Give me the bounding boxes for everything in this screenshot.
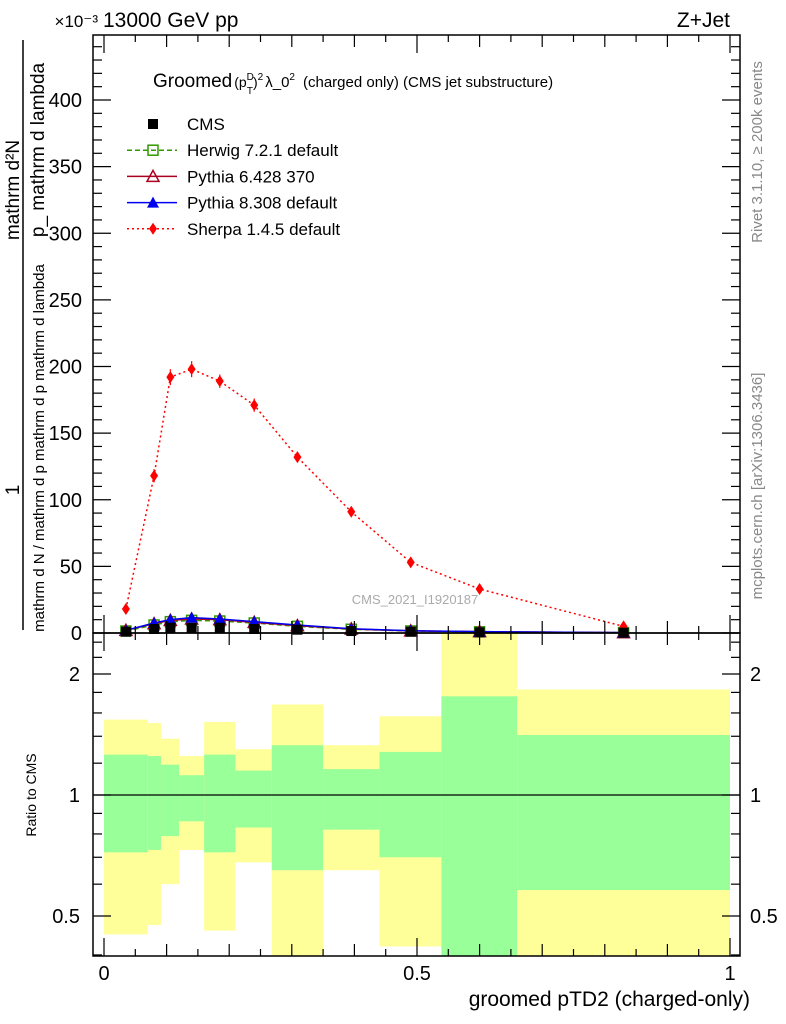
legend-marker-pythia6-icon xyxy=(145,168,161,183)
title-pre: Groomed xyxy=(153,71,232,92)
header-right: Z+Jet xyxy=(677,9,730,32)
y-tick-label: 150 xyxy=(49,423,82,445)
y-tick-label: 50 xyxy=(60,556,82,578)
sherpa-line xyxy=(125,368,624,628)
sherpa-point xyxy=(121,603,130,616)
legend-label: Pythia 6.428 370 xyxy=(187,167,315,186)
cms-point xyxy=(405,626,416,637)
pythia8-point xyxy=(248,615,261,627)
sherpa-point xyxy=(250,399,259,412)
pythia8-point xyxy=(185,611,198,623)
ratio-y-tick-label: 2 xyxy=(750,664,761,686)
watermark: CMS_2021_I1920187 xyxy=(352,592,479,607)
x-tick-label: 0.5 xyxy=(403,963,431,985)
ratio-inner-band-bin xyxy=(441,696,518,956)
legend-label: Herwig 7.2.1 default xyxy=(187,141,338,160)
ylabel-b-bottom: mathrm d N / mathrm d p mathrm d p mathr… xyxy=(31,264,48,632)
cms-point xyxy=(149,624,160,635)
legend-label: Sherpa 1.4.5 default xyxy=(187,220,340,239)
legend-item-pythia8: Pythia 8.308 default xyxy=(127,194,338,213)
sherpa-point xyxy=(166,371,175,384)
y-tick-label: 250 xyxy=(49,290,82,312)
ratio-ylabel: Ratio to CMS xyxy=(23,753,39,836)
plot-title: Groomed (pD T)2 λ_02 (charged only) (CMS jet… xyxy=(153,71,553,97)
ratio-inner-band-bin xyxy=(179,775,205,822)
sherpa-point xyxy=(187,363,196,376)
legend-marker-sherpa-icon xyxy=(149,222,157,235)
side-text-mcplots: mcplots.cern.ch [arXiv:1306.3436] xyxy=(749,373,766,600)
sherpa-point xyxy=(475,583,484,596)
legend-marker-herwig-icon xyxy=(147,144,159,156)
ratio-bands xyxy=(93,633,740,956)
x-axis-label: groomed pTD2 (charged-only) xyxy=(469,988,750,1011)
sherpa-point xyxy=(347,505,356,518)
ratio-inner-band-bin xyxy=(379,751,442,858)
sherpa-point xyxy=(406,556,415,569)
legend-marker-pythia8-icon xyxy=(147,196,159,208)
ratio-inner-band-bin xyxy=(147,756,161,850)
legend-label: CMS xyxy=(187,115,225,134)
ylabel-b-top: p_ mathrm d lambda xyxy=(28,62,49,237)
axes: 0 50 100 150 200 250 300 350 400 0 0.5 1 0.5 0.5 1 1 2 2 xyxy=(49,34,778,985)
cms-point xyxy=(292,624,303,635)
legend-label: Pythia 8.308 default xyxy=(187,194,338,213)
header-exponent: ×10⁻³ xyxy=(55,12,99,31)
y-tick-label: 0 xyxy=(71,623,82,645)
pythia8-point xyxy=(213,613,226,625)
cms-point xyxy=(346,626,357,637)
pythia8-point xyxy=(164,613,177,625)
legend-item-herwig: Herwig 7.2.1 default xyxy=(127,141,338,160)
y-tick-label: 350 xyxy=(49,157,82,179)
cms-point xyxy=(165,622,176,633)
sherpa-point xyxy=(150,469,159,482)
legend: CMS Herwig 7.2.1 default Pythia 6.428 370 P… xyxy=(127,115,340,239)
ratio-y-tick-label: 0.5 xyxy=(52,906,80,928)
cms-point xyxy=(120,626,131,637)
ratio-inner-band-bin xyxy=(517,735,730,891)
legend-item-pythia6: Pythia 6.428 370 xyxy=(127,167,315,186)
herwig-line xyxy=(125,619,624,634)
ratio-y-tick-label: 0.5 xyxy=(750,906,778,928)
ylabel-a-top: mathrm d²N xyxy=(3,140,24,240)
y-tick-label: 300 xyxy=(49,223,82,245)
legend-item-cms: CMS xyxy=(148,115,225,134)
cms-point xyxy=(186,622,197,633)
ratio-y-tick-label: 2 xyxy=(69,664,80,686)
ratio-inner-band-bin xyxy=(235,770,272,828)
sherpa-point xyxy=(293,451,302,464)
ratio-inner-band-bin xyxy=(104,754,148,853)
ratio-y-tick-label: 1 xyxy=(69,785,80,807)
x-tick-label: 1 xyxy=(724,963,735,985)
cms-point xyxy=(214,622,225,633)
legend-item-sherpa: Sherpa 1.4.5 default xyxy=(127,220,340,239)
ratio-inner-band-bin xyxy=(160,764,180,837)
y-tick-label: 200 xyxy=(49,357,82,379)
ratio-inner-band-bin xyxy=(271,745,324,871)
series-sherpa xyxy=(121,361,628,633)
cms-point xyxy=(249,624,260,635)
y-tick-label: 100 xyxy=(49,490,82,512)
x-tick-label: 0 xyxy=(98,963,109,985)
ratio-inner-band-bin xyxy=(323,769,380,830)
y-tick-label: 400 xyxy=(49,90,82,112)
ylabel-a-bottom: 1 xyxy=(3,485,24,496)
ratio-inner-band-bin xyxy=(204,754,236,853)
side-text-rivet: Rivet 3.1.10, ≥ 200k events xyxy=(749,61,766,243)
header-left: 13000 GeV pp xyxy=(103,9,238,32)
legend-marker-cms-icon xyxy=(148,119,158,129)
ratio-y-tick-label: 1 xyxy=(750,785,761,807)
sherpa-point xyxy=(215,375,224,388)
y-axis-label: mathrm d²N 1 p_ mathrm d lambda mathrm d… xyxy=(3,40,49,632)
